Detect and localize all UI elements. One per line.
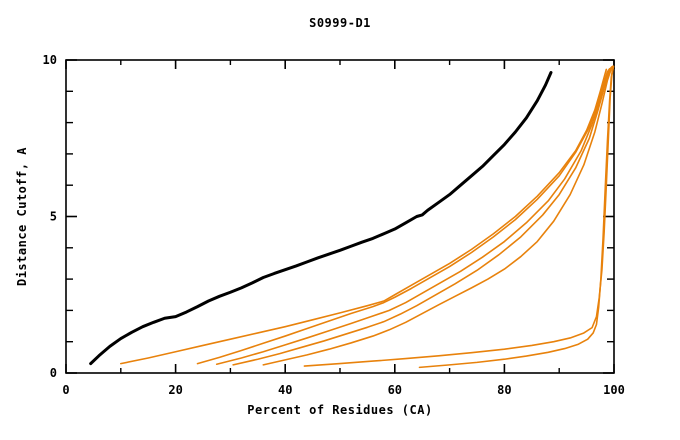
series-line-model-3: [215, 66, 613, 366]
x-tick-label: 100: [603, 383, 625, 397]
series-line-reference: [89, 71, 553, 366]
series-line-model-4: [232, 65, 614, 366]
y-tick-label: 0: [50, 366, 57, 380]
x-tick-label: 60: [388, 383, 402, 397]
series-line-model-2: [196, 67, 611, 365]
series-line-model-6: [303, 66, 615, 367]
x-tick-label: 80: [497, 383, 511, 397]
y-tick-label: 10: [43, 53, 57, 67]
x-axis-label: Percent of Residues (CA): [247, 403, 432, 417]
x-tick-label: 20: [168, 383, 182, 397]
x-tick-label: 0: [62, 383, 69, 397]
y-tick-label: 5: [50, 210, 57, 224]
series-line-model-1: [120, 68, 608, 365]
x-tick-label: 40: [278, 383, 292, 397]
series-line-model-5: [262, 65, 615, 366]
y-axis-label: Distance Cutoff, A: [15, 147, 29, 286]
series-line-model-7: [418, 66, 614, 369]
chart-title: S0999-D1: [309, 16, 371, 30]
